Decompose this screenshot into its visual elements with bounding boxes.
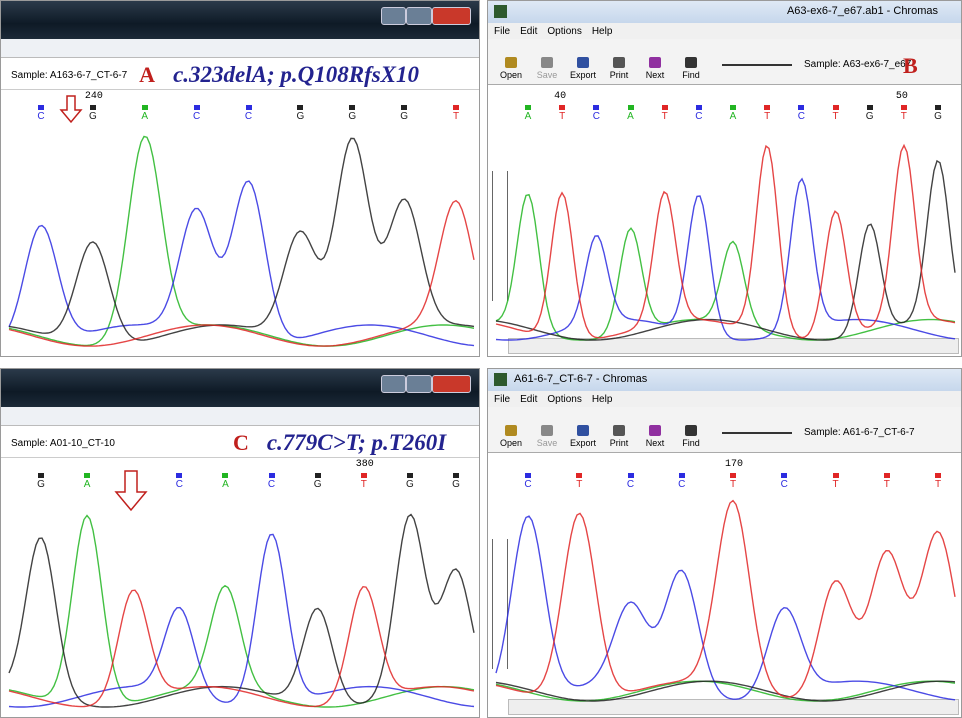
trace-a [9, 516, 474, 708]
chromatogram [1, 369, 480, 718]
trace-g [496, 161, 955, 340]
trace-c [9, 181, 474, 346]
trace-t [496, 501, 955, 697]
trace-a [9, 137, 474, 347]
trace-a [496, 195, 955, 340]
trace-c [496, 516, 955, 700]
chromas-window: Sample: A163-6-7_CT-6-7Ac.323delA; p.Q10… [0, 0, 480, 357]
chromatogram [488, 1, 962, 357]
trace-c [9, 534, 474, 707]
chromatogram [488, 369, 962, 718]
figure: Sample: A163-6-7_CT-6-7Ac.323delA; p.Q10… [0, 0, 962, 718]
mutation-arrow [116, 471, 146, 510]
trace-t [496, 145, 955, 337]
chromatogram [1, 1, 480, 357]
trace-g [9, 138, 474, 340]
chromas-window: A63-ex6-7_e67.ab1 - ChromasFileEditOptio… [487, 0, 962, 357]
mutation-arrow [61, 96, 81, 122]
